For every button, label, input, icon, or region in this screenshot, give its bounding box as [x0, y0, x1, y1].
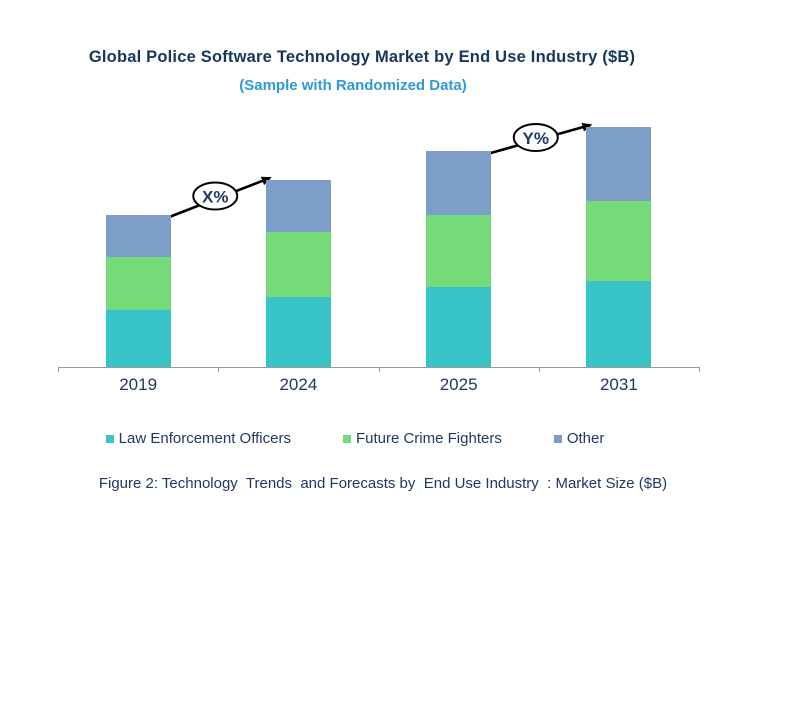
- growth-arrow: [486, 122, 593, 156]
- bar-2024: [265, 180, 331, 367]
- bar-2025: [426, 151, 492, 367]
- bar-segment-future-crime-fighters-2024: [265, 232, 331, 297]
- legend-label: Law Enforcement Officers: [118, 430, 291, 447]
- x-axis-tick: [218, 367, 220, 372]
- legend-swatch-icon-future-crime-fighters: [342, 434, 351, 443]
- x-axis-tick: [699, 367, 700, 372]
- legend-item-other: Other: [553, 430, 605, 447]
- x-axis-tick: [378, 367, 380, 372]
- bar-segment-future-crime-fighters-2025: [426, 215, 492, 287]
- legend-swatch-icon-other: [553, 434, 562, 443]
- chart-subtitle: (Sample with Randomized Data): [239, 77, 467, 94]
- legend-swatch-icon-law-enforcement-officers: [105, 434, 114, 443]
- legend-label: Future Crime Fighters: [355, 430, 502, 447]
- x-axis-tick: [538, 367, 540, 372]
- growth-rate-label: X%: [202, 188, 228, 207]
- bar-segment-other-2024: [265, 180, 331, 232]
- x-axis-tick: [58, 367, 59, 372]
- growth-rate-oval: [192, 181, 239, 211]
- growth-rate-oval: [512, 123, 559, 152]
- bar-segment-future-crime-fighters-2031: [586, 201, 652, 281]
- bar-segment-law-enforcement-officers-2025: [426, 287, 492, 367]
- x-axis-label-2024: 2024: [279, 375, 318, 394]
- bar-segment-future-crime-fighters-2019: [105, 257, 171, 310]
- bar-segment-other-2019: [105, 215, 171, 257]
- figure-caption: Figure 2: Technology Trends and Forecast…: [98, 475, 668, 492]
- growth-annotation-x: X%: [166, 176, 272, 220]
- chart-legend: Law Enforcement Officers Future Crime Fig…: [0, 430, 710, 447]
- bar-2019: [105, 215, 171, 367]
- bar-2031: [586, 127, 652, 367]
- growth-rate-label: Y%: [523, 129, 549, 148]
- legend-label: Other: [566, 430, 605, 447]
- bar-segment-other-2031: [586, 127, 652, 201]
- bar-segment-other-2025: [426, 151, 492, 215]
- bar-segment-law-enforcement-officers-2031: [586, 281, 652, 367]
- growth-annotation-y: Y%: [486, 122, 593, 156]
- legend-item-law-enforcement-officers: Law Enforcement Officers: [105, 430, 291, 447]
- bar-segment-law-enforcement-officers-2024: [265, 297, 331, 367]
- legend-item-future-crime-fighters: Future Crime Fighters: [342, 430, 502, 447]
- x-axis-label-2031: 2031: [599, 375, 638, 394]
- growth-arrow: [166, 176, 272, 220]
- chart-title: Global Police Software Technology Market…: [88, 48, 636, 66]
- x-axis-label-2019: 2019: [119, 375, 158, 394]
- bar-segment-law-enforcement-officers-2019: [105, 310, 171, 367]
- stacked-bar-chart: X% Y% 2019 2024 2025 2031: [58, 122, 700, 394]
- x-axis-label-2025: 2025: [439, 375, 478, 394]
